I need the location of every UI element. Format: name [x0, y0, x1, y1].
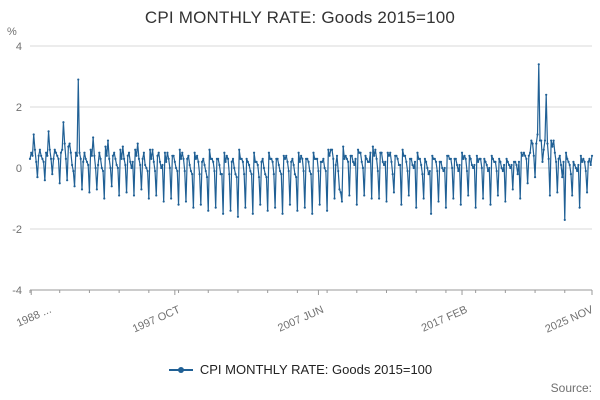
svg-text:-2: -2	[12, 224, 22, 236]
cpi-line-chart: -4 -2 0 2 4 1988 ... 1997 OCT 2007 JUN 2017 FEB 2…	[12, 41, 596, 336]
svg-text:2017 FEB: 2017 FEB	[420, 304, 470, 335]
x-axis	[29, 289, 593, 295]
legend-item-cpi-goods[interactable]: CPI MONTHLY RATE: Goods 2015=100	[168, 362, 432, 377]
y-tick-labels: -4 -2 0 2 4	[12, 41, 22, 297]
series-line	[29, 63, 593, 221]
svg-text:2: 2	[16, 102, 22, 114]
legend-line-marker-icon	[168, 366, 193, 373]
legend: CPI MONTHLY RATE: Goods 2015=100	[0, 362, 600, 377]
chart-title: CPI MONTHLY RATE: Goods 2015=100	[144, 8, 456, 27]
legend-label: CPI MONTHLY RATE: Goods 2015=100	[199, 362, 433, 377]
svg-text:2025 NOV: 2025 NOV	[543, 304, 595, 336]
svg-text:2007 JUN: 2007 JUN	[276, 304, 326, 335]
svg-text:-4: -4	[12, 285, 22, 297]
svg-text:1988 ...: 1988 ...	[15, 304, 53, 330]
y-gridlines	[30, 45, 592, 291]
x-tick-labels: 1988 ... 1997 OCT 2007 JUN 2017 FEB 2025 NOV	[15, 304, 596, 336]
y-axis-unit-label: %	[7, 26, 17, 38]
svg-text:4: 4	[16, 41, 22, 53]
source-label: Source:	[550, 381, 592, 395]
svg-text:1997 OCT: 1997 OCT	[131, 304, 182, 336]
series-markers	[28, 63, 594, 221]
svg-text:0: 0	[16, 163, 22, 175]
